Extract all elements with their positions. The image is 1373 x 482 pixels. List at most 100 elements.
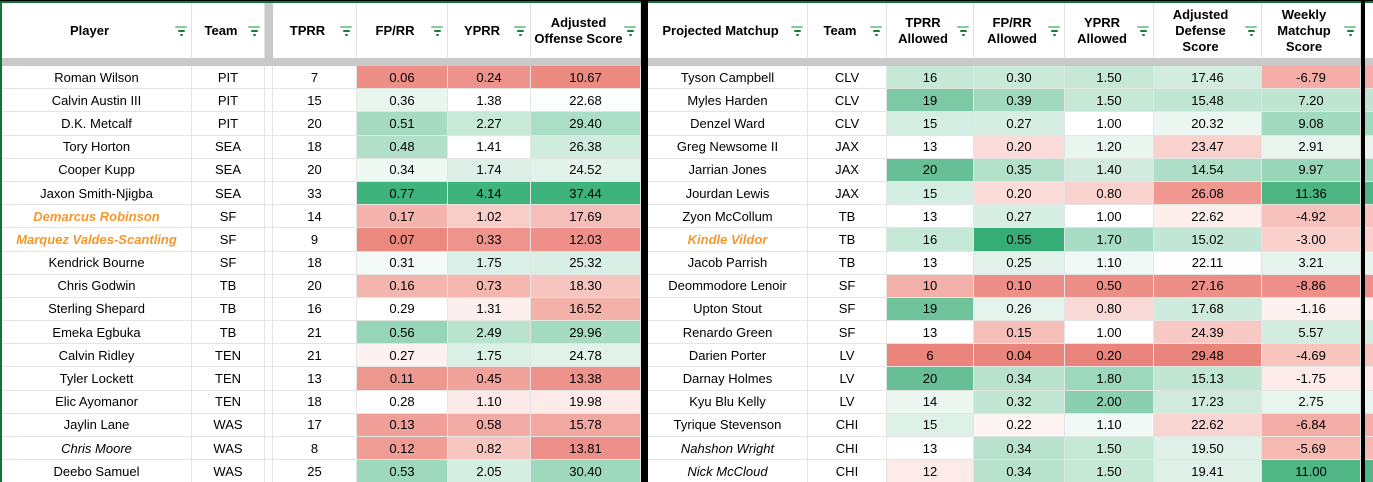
filter-icon[interactable]	[624, 25, 636, 36]
team-cell[interactable]: CLV	[808, 112, 887, 136]
team-cell[interactable]: TEN	[192, 367, 265, 391]
team-cell[interactable]: WAS	[192, 413, 265, 437]
stat-cell[interactable]: 23.47	[1154, 135, 1262, 159]
stat-cell[interactable]: 13	[887, 205, 974, 229]
player-cell[interactable]: Cooper Kupp	[2, 158, 192, 182]
stat-cell[interactable]: 18.30	[531, 274, 641, 298]
stat-cell[interactable]: 1.40	[1065, 158, 1154, 182]
stat-cell[interactable]: 20	[273, 112, 357, 136]
stat-cell[interactable]: 0.12	[357, 437, 448, 461]
stat-cell[interactable]: 0.53	[357, 460, 448, 482]
stat-cell[interactable]: 1.50	[1065, 89, 1154, 113]
matchup-cell[interactable]: Greg Newsome II	[648, 135, 808, 159]
team-cell[interactable]: TB	[192, 274, 265, 298]
stat-cell[interactable]: 0.28	[357, 390, 448, 414]
stat-cell[interactable]: 12	[887, 460, 974, 482]
stat-cell[interactable]: 1.75	[448, 251, 531, 275]
stat-cell[interactable]: 0.73	[448, 274, 531, 298]
column-header[interactable]: Team	[192, 3, 265, 58]
matchup-cell[interactable]: Zyon McCollum	[648, 205, 808, 229]
stat-cell[interactable]: 0.56	[357, 321, 448, 345]
stat-cell[interactable]: 1.10	[1065, 413, 1154, 437]
stat-cell[interactable]: -1.75	[1262, 367, 1361, 391]
stat-cell[interactable]: 1.10	[448, 390, 531, 414]
stat-cell[interactable]: 3.21	[1262, 251, 1361, 275]
matchup-cell[interactable]: Kyu Blu Kelly	[648, 390, 808, 414]
stat-cell[interactable]: 0.48	[357, 135, 448, 159]
stat-cell[interactable]: 0.15	[974, 321, 1065, 345]
team-cell[interactable]: CHI	[808, 437, 887, 461]
stat-cell[interactable]: 9	[273, 228, 357, 252]
stat-cell[interactable]: 26.08	[1154, 181, 1262, 206]
player-cell[interactable]: Sterling Shepard	[2, 297, 192, 322]
stat-cell[interactable]: 10	[887, 274, 974, 298]
player-cell[interactable]: Chris Godwin	[2, 274, 192, 298]
matchup-cell[interactable]: Darien Porter	[648, 344, 808, 368]
stat-cell[interactable]: 2.00	[1065, 390, 1154, 414]
matchup-cell[interactable]: Myles Harden	[648, 89, 808, 113]
stat-cell[interactable]: 16	[887, 228, 974, 252]
stat-cell[interactable]: 22.11	[1154, 251, 1262, 275]
filter-icon[interactable]	[514, 25, 526, 36]
stat-cell[interactable]: 1.50	[1065, 460, 1154, 482]
stat-cell[interactable]: -8.86	[1262, 274, 1361, 298]
stat-cell[interactable]: 19	[887, 297, 974, 322]
team-cell[interactable]: PIT	[192, 89, 265, 113]
stat-cell[interactable]: 25.32	[531, 251, 641, 275]
player-cell[interactable]: Deebo Samuel	[2, 460, 192, 482]
stat-cell[interactable]: 9.97	[1262, 158, 1361, 182]
team-cell[interactable]: WAS	[192, 460, 265, 482]
stat-cell[interactable]: 9.08	[1262, 112, 1361, 136]
stat-cell[interactable]: 1.00	[1065, 321, 1154, 345]
stat-cell[interactable]: 20	[887, 158, 974, 182]
stat-cell[interactable]: 0.20	[974, 135, 1065, 159]
stat-cell[interactable]: 1.10	[1065, 251, 1154, 275]
stat-cell[interactable]: 1.00	[1065, 205, 1154, 229]
stat-cell[interactable]: 1.50	[1065, 437, 1154, 461]
stat-cell[interactable]: -6.79	[1262, 66, 1361, 90]
filter-icon[interactable]	[957, 25, 969, 36]
stat-cell[interactable]: 15.48	[1154, 89, 1262, 113]
player-cell[interactable]: Tyler Lockett	[2, 367, 192, 391]
team-cell[interactable]: TB	[192, 321, 265, 345]
column-header[interactable]: Team	[808, 3, 887, 58]
player-cell[interactable]: Calvin Austin III	[2, 89, 192, 113]
player-cell[interactable]: Elic Ayomanor	[2, 390, 192, 414]
stat-cell[interactable]: 14	[273, 205, 357, 229]
matchup-cell[interactable]: Renardo Green	[648, 321, 808, 345]
stat-cell[interactable]: 17.46	[1154, 66, 1262, 90]
stat-cell[interactable]: 0.34	[974, 460, 1065, 482]
stat-cell[interactable]: 13	[887, 321, 974, 345]
team-cell[interactable]: SF	[192, 205, 265, 229]
team-cell[interactable]: TB	[808, 205, 887, 229]
stat-cell[interactable]: 30.40	[531, 460, 641, 482]
stat-cell[interactable]: 1.20	[1065, 135, 1154, 159]
stat-cell[interactable]: 15	[887, 413, 974, 437]
team-cell[interactable]: JAX	[808, 158, 887, 182]
team-cell[interactable]: SF	[808, 297, 887, 322]
stat-cell[interactable]: 10.67	[531, 66, 641, 90]
stat-cell[interactable]: 22.68	[531, 89, 641, 113]
stat-cell[interactable]: 13	[887, 437, 974, 461]
stat-cell[interactable]: -5.69	[1262, 437, 1361, 461]
stat-cell[interactable]: 7	[273, 66, 357, 90]
stat-cell[interactable]: 13.81	[531, 437, 641, 461]
player-cell[interactable]: Demarcus Robinson	[2, 205, 192, 229]
stat-cell[interactable]: 25	[273, 460, 357, 482]
stat-cell[interactable]: 8	[273, 437, 357, 461]
stat-cell[interactable]: 0.36	[357, 89, 448, 113]
stat-cell[interactable]: 16	[887, 66, 974, 90]
team-cell[interactable]: TB	[808, 251, 887, 275]
stat-cell[interactable]: 13	[887, 251, 974, 275]
stat-cell[interactable]: 27.16	[1154, 274, 1262, 298]
stat-cell[interactable]: 5.57	[1262, 321, 1361, 345]
stat-cell[interactable]: 0.33	[448, 228, 531, 252]
stat-cell[interactable]: 0.34	[357, 158, 448, 182]
player-cell[interactable]: Chris Moore	[2, 437, 192, 461]
team-cell[interactable]: JAX	[808, 181, 887, 206]
stat-cell[interactable]: 1.70	[1065, 228, 1154, 252]
stat-cell[interactable]: -4.92	[1262, 205, 1361, 229]
stat-cell[interactable]: 15	[887, 112, 974, 136]
filter-icon[interactable]	[431, 25, 443, 36]
stat-cell[interactable]: 0.55	[974, 228, 1065, 252]
